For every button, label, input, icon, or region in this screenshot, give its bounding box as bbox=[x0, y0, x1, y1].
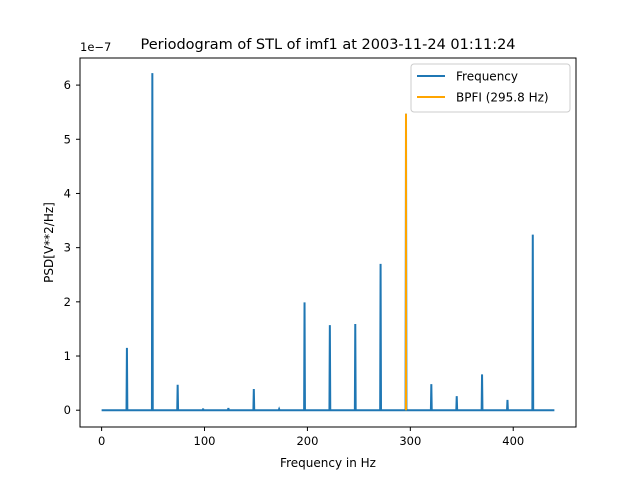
x-tick-label: 100 bbox=[194, 434, 216, 448]
y-tick-label: 4 bbox=[64, 186, 71, 200]
legend: Frequency BPFI (295.8 Hz) bbox=[410, 63, 571, 113]
series-frequency-line bbox=[101, 73, 555, 412]
axes-frame bbox=[79, 57, 577, 428]
plot-area bbox=[101, 73, 555, 412]
y-tick-label: 0 bbox=[64, 403, 71, 417]
x-tick-label: 0 bbox=[98, 434, 105, 448]
x-tick-label: 200 bbox=[296, 434, 318, 448]
y-tick-label: 3 bbox=[64, 241, 71, 255]
y-axis-label: PSD[V**2/Hz] bbox=[42, 202, 56, 283]
y-tick-label: 2 bbox=[64, 295, 71, 309]
y-tick-label: 6 bbox=[64, 78, 71, 92]
legend-label-bpfi: BPFI (295.8 Hz) bbox=[456, 91, 549, 105]
axis-ticks: 0 100 200 300 400 0 1 2 3 4 5 6 bbox=[64, 78, 525, 448]
legend-label-frequency: Frequency bbox=[456, 70, 518, 84]
y-offset-label: 1e−7 bbox=[80, 40, 111, 54]
chart-title: Periodogram of STL of imf1 at 2003-11-24… bbox=[140, 37, 515, 53]
x-tick-label: 400 bbox=[502, 434, 524, 448]
y-tick-label: 5 bbox=[64, 132, 71, 146]
x-axis-label: Frequency in Hz bbox=[280, 456, 376, 470]
y-tick-label: 1 bbox=[64, 349, 71, 363]
legend-box bbox=[410, 63, 571, 113]
x-tick-label: 300 bbox=[399, 434, 421, 448]
